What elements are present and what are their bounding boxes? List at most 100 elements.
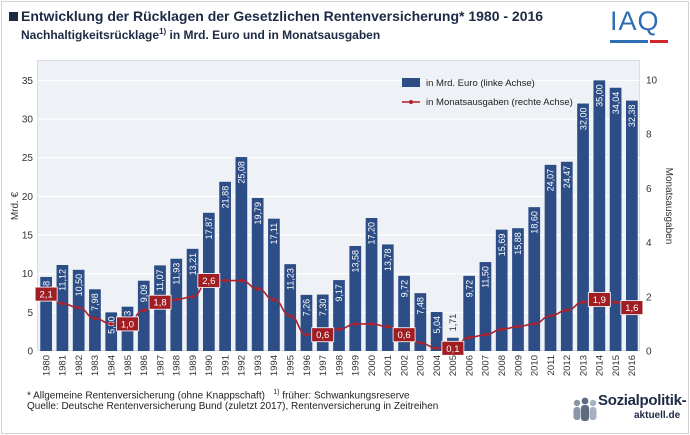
bar [170, 258, 183, 351]
bar [300, 294, 313, 351]
y-left-tick-label: 20 [22, 192, 34, 203]
y-right-axis-label: Monatsausgaben [663, 168, 674, 245]
bar [414, 293, 427, 351]
bar [219, 181, 231, 351]
x-tick-label: 1985 [123, 355, 134, 376]
x-tick-label: 2010 [530, 355, 541, 376]
line-callout-label: 1,0 [121, 319, 134, 330]
x-tick-label: 1990 [204, 355, 215, 376]
subtitle-footnote-ref: 1) [159, 27, 167, 36]
bar [72, 269, 85, 351]
line-point [60, 301, 65, 306]
y-right-tick-label: 4 [646, 238, 652, 249]
line-callout-box [620, 300, 644, 316]
x-tick-label: 2009 [513, 355, 524, 376]
bar [333, 280, 345, 351]
bar [186, 248, 199, 351]
source-note: Quelle: Deutsche Rentenversicherung Bund… [27, 401, 439, 412]
footnote-sup: 1) [273, 389, 280, 396]
bar-value-label: 7,48 [416, 297, 426, 315]
x-tick-label: 2004 [432, 355, 443, 376]
y-left-tick-label: 30 [22, 115, 34, 126]
y-left-tick-label: 5 [27, 308, 33, 319]
bar [495, 229, 508, 351]
line-callout-label: 2,6 [202, 276, 215, 287]
x-tick-label: 2003 [416, 355, 427, 376]
line-point [613, 300, 618, 305]
bar-value-label: 17,20 [367, 222, 377, 245]
line-point [434, 346, 439, 351]
bar-value-label: 24,07 [546, 169, 556, 192]
bar-value-label: 17,11 [269, 223, 279, 245]
bar [544, 164, 557, 351]
y-left-tick-label: 25 [22, 153, 34, 164]
bar [430, 312, 443, 351]
bar [398, 275, 410, 351]
footnote: * Allgemeine Rentenversicherung (ohne Kn… [27, 389, 410, 401]
brand-line-2: aktuell.de [634, 410, 681, 421]
bar [268, 218, 280, 351]
y-right-tick-label: 0 [646, 347, 652, 358]
x-tick-label: 1993 [253, 355, 264, 376]
line-callout-label: 1,9 [593, 295, 606, 306]
bar [528, 207, 541, 351]
bar [365, 217, 378, 351]
x-tick-label: 1994 [269, 355, 280, 376]
y-left-axis-label: Mrd. € [10, 191, 21, 220]
bar-value-label: 9,09 [139, 285, 149, 303]
bar-value-label: 13,21 [188, 253, 198, 276]
line-point [548, 313, 553, 318]
legend-swatch-line-point [409, 100, 413, 104]
y-right-tick-label: 8 [646, 130, 652, 141]
y-left-tick-label: 35 [22, 76, 34, 87]
legend-swatch-bars [402, 78, 420, 87]
bar [235, 157, 248, 351]
bar [479, 262, 492, 351]
iaq-logo-bar-blue [610, 40, 648, 43]
x-tick-label: 1997 [318, 355, 329, 376]
x-tick-label: 2005 [448, 355, 459, 376]
bar [105, 312, 118, 351]
sozialpolitik-logo: Sozialpolitik- aktuell.de [570, 388, 687, 428]
line-callout-label: 0,1 [446, 344, 459, 355]
brand-line-1: Sozialpolitik- [598, 392, 687, 409]
legend-label-line: in Monatsausgaben (rechte Achse) [426, 97, 573, 108]
line-point [369, 322, 374, 326]
line-point [76, 305, 81, 310]
x-tick-label: 2011 [546, 355, 557, 375]
x-tick-label: 2016 [627, 355, 638, 376]
line-callout-label: 0,6 [397, 330, 410, 341]
x-tick-label: 1980 [41, 355, 52, 376]
x-tick-label: 1998 [334, 355, 345, 376]
x-tick-label: 2014 [595, 355, 606, 376]
bar [512, 228, 524, 351]
bar [577, 103, 589, 352]
bar-value-label: 5,04 [432, 316, 442, 334]
line-point [467, 335, 471, 340]
bar [463, 275, 476, 351]
bar [56, 265, 69, 351]
line-point [483, 332, 488, 337]
x-tick-label: 2007 [481, 355, 492, 376]
bar [251, 197, 264, 351]
line-point [564, 308, 569, 313]
people-icon [573, 397, 597, 421]
iaq-logo-bar-red [650, 40, 668, 43]
line-point [337, 327, 341, 332]
bar-value-label: 15,88 [513, 232, 523, 255]
bar-value-label: 11,50 [481, 266, 491, 288]
x-tick-label: 1999 [351, 355, 362, 376]
line-callout-box [116, 316, 139, 332]
line-point [418, 341, 423, 345]
line-callout-label: 0,6 [316, 330, 329, 341]
bar-value-label: 24,47 [562, 166, 572, 189]
line-point [141, 308, 146, 313]
bar [593, 80, 606, 351]
iaq-logo-text: IAQ [610, 6, 660, 36]
bar [609, 87, 622, 352]
line-callout-label: 2,1 [40, 290, 53, 301]
title-square-icon [9, 12, 18, 21]
x-tick-label: 2002 [399, 355, 410, 376]
subtitle-main: Nachhaltigkeitsrücklage [21, 28, 160, 42]
line-point [581, 300, 585, 305]
